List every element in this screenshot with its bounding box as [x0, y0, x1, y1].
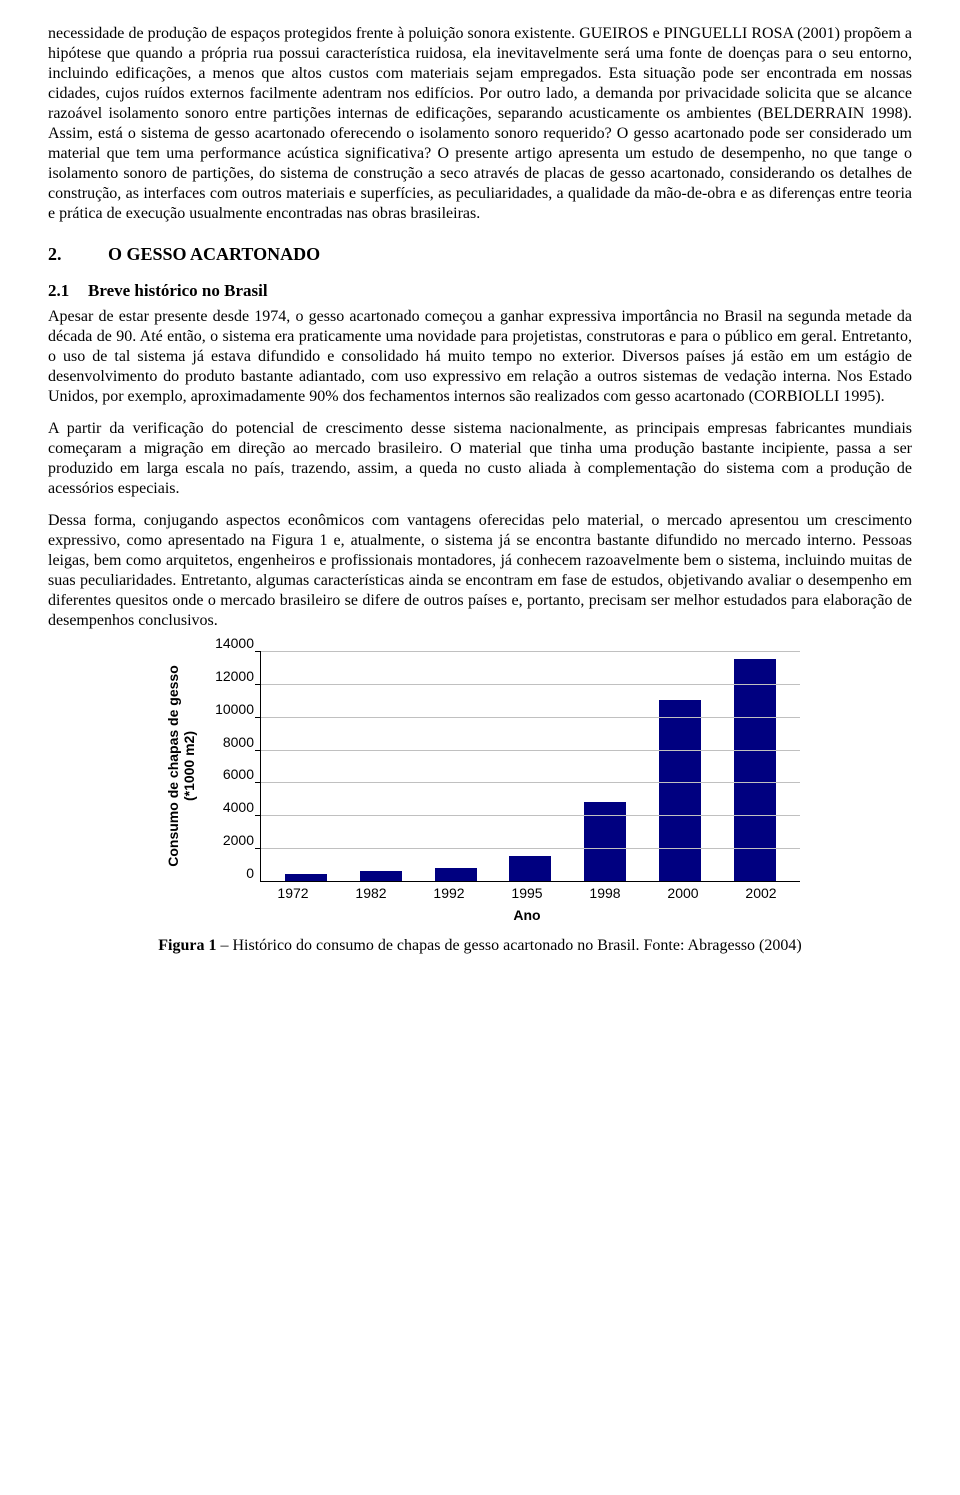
chart-plot-area	[260, 651, 800, 882]
chart-bar	[285, 874, 327, 881]
chart-gridline	[261, 815, 800, 816]
chart-xlabel: Ano	[254, 907, 800, 923]
chart-ytick	[255, 750, 261, 751]
chart-gridline	[261, 750, 800, 751]
heading-3-title: Breve histórico no Brasil	[88, 281, 268, 301]
figure-caption-text: – Histórico do consumo de chapas de gess…	[217, 937, 802, 954]
figure-number: Figura 1	[158, 937, 216, 954]
chart-gridline	[261, 848, 800, 849]
chart-ytick	[255, 782, 261, 783]
chart-ytick	[255, 815, 261, 816]
chart-bar	[435, 868, 477, 881]
chart-ylabel-line1: Consumo de chapas de gesso	[165, 665, 181, 867]
chart-gridline	[261, 717, 800, 718]
chart-yaxis: 14000120001000080006000400020000	[202, 651, 260, 881]
chart-ylabel-cell: Consumo de chapas de gesso (*1000 m2)	[160, 651, 202, 881]
heading-3: 2.1 Breve histórico no Brasil	[48, 281, 912, 301]
chart-ytick	[255, 848, 261, 849]
paragraph-3: A partir da verificação do potencial de …	[48, 419, 912, 499]
chart-xtick-label: 2000	[644, 881, 722, 901]
chart-ylabel: Consumo de chapas de gesso (*1000 m2)	[165, 665, 197, 867]
chart-xaxis: 1972198219921995199820002002	[254, 881, 800, 901]
paragraph-1: necessidade de produção de espaços prote…	[48, 24, 912, 224]
chart-gridline	[261, 684, 800, 685]
heading-2: 2. O GESSO ACARTONADO	[48, 244, 912, 265]
chart-xtick-label: 1972	[254, 881, 332, 901]
chart-ytick	[255, 684, 261, 685]
chart-gridline	[261, 782, 800, 783]
chart-bar	[659, 700, 701, 881]
chart-ytick	[255, 651, 261, 652]
page: necessidade de produção de espaços prote…	[0, 0, 960, 983]
chart-bar	[360, 871, 402, 881]
heading-2-title: O GESSO ACARTONADO	[108, 244, 320, 265]
figure-caption: Figura 1 – Histórico do consumo de chapa…	[48, 937, 912, 955]
chart-gridline	[261, 651, 800, 652]
bar-chart: Consumo de chapas de gesso (*1000 m2) 14…	[160, 651, 800, 923]
chart-ylabel-line2: (*1000 m2)	[181, 731, 197, 801]
chart-xtick-label: 1982	[332, 881, 410, 901]
chart-ytick	[255, 717, 261, 718]
chart-bar	[509, 856, 551, 881]
chart-xtick-label: 1995	[488, 881, 566, 901]
chart-xtick-label: 1998	[566, 881, 644, 901]
chart-xtick-label: 1992	[410, 881, 488, 901]
paragraph-4: Dessa forma, conjugando aspectos econômi…	[48, 511, 912, 631]
heading-3-number: 2.1	[48, 281, 88, 301]
heading-2-number: 2.	[48, 244, 108, 265]
chart-xtick-label: 2002	[722, 881, 800, 901]
paragraph-2: Apesar de estar presente desde 1974, o g…	[48, 307, 912, 407]
chart-bar	[584, 802, 626, 881]
